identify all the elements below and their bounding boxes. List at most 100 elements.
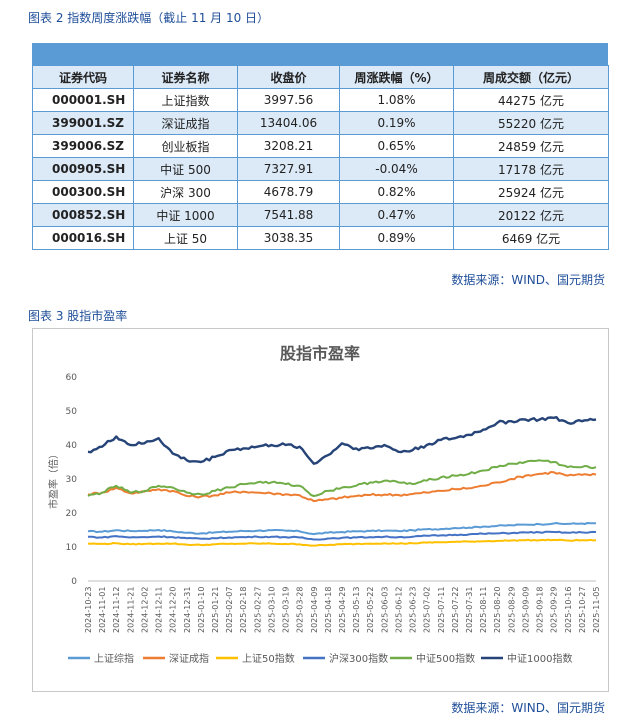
cell-volume: 6469 亿元	[453, 226, 609, 250]
table-top-bar	[32, 43, 608, 65]
x-tick-label: 2024-11-21	[126, 587, 135, 634]
legend-label: 上证综指	[94, 652, 134, 665]
cell-volume: 20122 亿元	[453, 203, 609, 227]
legend-label: 深证成指	[169, 652, 209, 665]
x-tick-label: 2025-07-31	[465, 587, 474, 634]
series-line	[87, 471, 597, 503]
cell-close: 7541.88	[237, 203, 340, 227]
x-tick-label: 2025-08-29	[507, 587, 516, 634]
table-source: 数据来源：WIND、国元期货	[451, 273, 605, 287]
table-row: 000300.SH 沪深 300 4678.79 0.82% 25924 亿元	[32, 180, 609, 204]
y-tick-label: 20	[66, 509, 78, 519]
x-tick-label: 2025-04-09	[310, 587, 319, 634]
table-header-row: 证券代码 证券名称 收盘价 周涨跌幅（%） 周成交额（亿元）	[32, 65, 609, 89]
x-tick-label: 2024-12-11	[155, 587, 164, 634]
cell-close: 3997.56	[237, 88, 340, 112]
cell-change: 0.89%	[339, 226, 454, 250]
legend-label: 中证500指数	[416, 652, 475, 665]
x-tick-label: 2024-12-02	[140, 587, 149, 634]
y-tick-label: 50	[66, 407, 78, 417]
col-header: 证券代码	[32, 65, 134, 89]
cell-code: 000001.SH	[32, 88, 134, 112]
legend-label: 沪深300指数	[329, 652, 388, 665]
cell-code: 399006.SZ	[32, 134, 134, 158]
x-tick-label: 2025-04-29	[338, 587, 347, 634]
col-header: 收盘价	[237, 65, 340, 89]
legend-label: 上证50指数	[242, 652, 295, 665]
chart-caption: 图表 3 股指市盈率	[28, 309, 128, 323]
x-tick-label: 2025-07-22	[451, 587, 460, 634]
x-tick-label: 2025-05-22	[366, 587, 375, 634]
y-axis-label: 市盈率（倍）	[47, 449, 60, 509]
cell-close: 3208.21	[237, 134, 340, 158]
cell-code: 399001.SZ	[32, 111, 134, 135]
table-row: 399006.SZ 创业板指 3208.21 0.65% 24859 亿元	[32, 134, 609, 158]
index-weekly-table: 证券代码 证券名称 收盘价 周涨跌幅（%） 周成交额（亿元） 000001.SH…	[32, 43, 609, 250]
y-tick-label: 60	[66, 373, 78, 383]
cell-volume: 24859 亿元	[453, 134, 609, 158]
table-row: 000852.SH 中证 1000 7541.88 0.47% 20122 亿元	[32, 203, 609, 227]
x-tick-label: 2025-03-19	[282, 587, 291, 634]
cell-name: 中证 1000	[133, 203, 238, 227]
x-tick-label: 2025-01-21	[211, 587, 220, 634]
y-tick-label: 0	[71, 577, 77, 587]
table-row: 000016.SH 上证 50 3038.35 0.89% 6469 亿元	[32, 226, 609, 250]
x-tick-label: 2025-02-27	[253, 587, 262, 634]
cell-volume: 17178 亿元	[453, 157, 609, 181]
cell-volume: 55220 亿元	[453, 111, 609, 135]
cell-code: 000852.SH	[32, 203, 134, 227]
x-tick-label: 2025-08-11	[479, 587, 488, 634]
cell-close: 13404.06	[237, 111, 340, 135]
x-tick-label: 2025-07-11	[437, 587, 446, 634]
cell-close: 3038.35	[237, 226, 340, 250]
x-tick-label: 2025-10-16	[564, 587, 573, 634]
table-row: 000001.SH 上证指数 3997.56 1.08% 44275 亿元	[32, 88, 609, 112]
table-row: 399001.SZ 深证成指 13404.06 0.19% 55220 亿元	[32, 111, 609, 135]
cell-name: 沪深 300	[133, 180, 238, 204]
cell-change: 0.19%	[339, 111, 454, 135]
chart-title: 股指市盈率	[280, 344, 360, 363]
series-line	[87, 459, 597, 497]
x-tick-label: 2025-09-29	[550, 587, 559, 634]
x-tick-label: 2025-02-07	[225, 587, 234, 634]
cell-change: 0.47%	[339, 203, 454, 227]
x-tick-label: 2025-03-28	[296, 587, 305, 634]
cell-change: -0.04%	[339, 157, 454, 181]
chart-source: 数据来源：WIND、国元期货	[451, 701, 605, 715]
col-header: 周成交额（亿元）	[453, 65, 609, 89]
cell-volume: 44275 亿元	[453, 88, 609, 112]
x-tick-label: 2025-09-09	[521, 587, 530, 634]
cell-name: 中证 500	[133, 157, 238, 181]
legend-label: 中证1000指数	[507, 652, 572, 665]
x-tick-label: 2025-07-02	[423, 587, 432, 634]
y-tick-label: 10	[66, 543, 78, 553]
cell-change: 1.08%	[339, 88, 454, 112]
x-tick-label: 2025-02-18	[239, 587, 248, 634]
series-line	[88, 530, 597, 541]
series-line	[87, 522, 597, 536]
x-tick-label: 2025-08-20	[493, 587, 502, 634]
cell-name: 上证指数	[133, 88, 238, 112]
pe-chart-frame: 股指市盈率 市盈率（倍） 0 10 20 30 40 50 60 2024-10-23 2024-1…	[32, 328, 609, 692]
cell-change: 0.65%	[339, 134, 454, 158]
x-tick-label: 2025-04-18	[324, 587, 333, 634]
col-header: 证券名称	[133, 65, 238, 89]
x-tick-label: 2024-11-12	[112, 587, 121, 634]
cell-code: 000300.SH	[32, 180, 134, 204]
x-tick-label: 2024-11-01	[98, 587, 107, 634]
cell-close: 7327.91	[237, 157, 340, 181]
y-tick-label: 30	[66, 475, 78, 485]
x-tick-label: 2025-06-23	[409, 587, 418, 634]
cell-change: 0.82%	[339, 180, 454, 204]
x-tick-label: 2025-05-13	[352, 587, 361, 634]
cell-name: 创业板指	[133, 134, 238, 158]
table-row: 000905.SH 中证 500 7327.91 -0.04% 17178 亿元	[32, 157, 609, 181]
y-tick-label: 40	[66, 441, 78, 451]
cell-name: 上证 50	[133, 226, 238, 250]
cell-name: 深证成指	[133, 111, 238, 135]
x-tick-label: 2025-09-18	[536, 587, 545, 634]
x-tick-label: 2025-06-03	[380, 587, 389, 634]
x-tick-label: 2025-10-27	[578, 587, 587, 634]
series-line	[87, 415, 597, 465]
